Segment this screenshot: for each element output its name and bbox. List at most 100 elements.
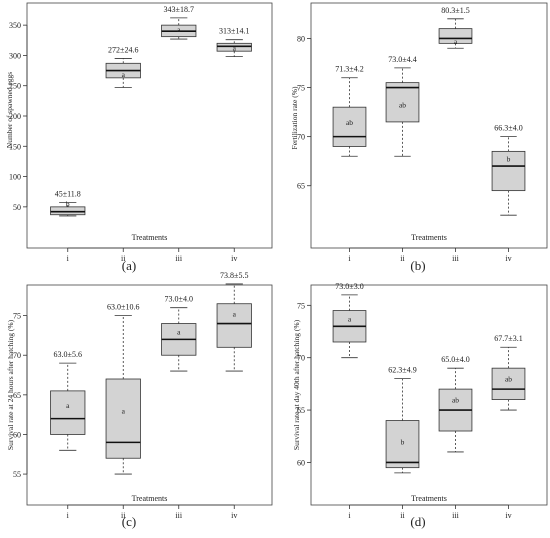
iqr-box [491, 367, 526, 400]
y-tick-label: 100 [9, 173, 21, 182]
x-tick-label: ii [121, 511, 126, 520]
box-treatment-iii: 343±18.7 a [161, 5, 197, 40]
y-tick-label: 150 [9, 142, 21, 151]
y-axis-title: Number of spawned eggs [5, 72, 14, 149]
y-tick-label: 55 [13, 470, 21, 479]
y-tick-label: 300 [9, 51, 21, 60]
y-tick-label: 75 [297, 301, 305, 310]
significance-group-label: a [454, 37, 458, 46]
iqr-box [216, 42, 252, 52]
x-tick-label: iii [452, 254, 459, 263]
iqr-box [216, 303, 252, 348]
significance-group-label: a [348, 314, 352, 323]
x-tick-label: i [67, 511, 70, 520]
iqr-box [50, 206, 86, 216]
y-tick-label: 75 [13, 312, 21, 321]
y-tick-label: 60 [13, 430, 21, 439]
mean-sd-label: 45±11.8 [55, 190, 81, 199]
significance-group-label: a [177, 327, 181, 336]
panel-label: (d) [410, 514, 425, 529]
y-tick-label: 350 [9, 21, 21, 30]
panel-label: (b) [410, 258, 425, 273]
y-tick-label: 65 [297, 182, 305, 191]
x-tick-label: iii [452, 511, 459, 520]
x-tick-label: i [348, 254, 351, 263]
panel-label: (a) [122, 258, 136, 273]
iqr-box [491, 150, 526, 192]
mean-sd-label: 66.3±4.0 [494, 124, 522, 133]
significance-group-label: ab [399, 101, 406, 110]
box-treatment-iv: 73.8±5.5 a [216, 271, 252, 372]
x-axis-title: Treatments [132, 494, 168, 503]
significance-group-label: a [177, 25, 181, 34]
box-treatment-ii: 63.0±10.6 a [105, 303, 141, 475]
box-treatment-iv: 66.3±4.0 b [491, 124, 526, 216]
x-tick-label: ii [400, 511, 405, 520]
mean-sd-label: 343±18.7 [164, 5, 194, 14]
mean-sd-label: 63.0±10.6 [107, 303, 139, 312]
y-tick-label: 75 [297, 84, 305, 93]
box-treatment-i: 63.0±5.6 a [50, 350, 86, 451]
mean-sd-label: 313±14.1 [219, 27, 249, 36]
box-treatment-iv: 67.7±3.1 ab [491, 334, 526, 411]
y-tick-label: 65 [297, 406, 305, 415]
mean-sd-label: 73.0±3.0 [335, 282, 363, 291]
box-treatment-iii: 73.0±4.0 a [161, 295, 197, 372]
y-axis-title: Survival rate at day 40th after hatching… [292, 319, 301, 450]
y-tick-label: 60 [297, 458, 305, 467]
significance-group-label: ab [346, 118, 353, 127]
y-tick-label: 70 [297, 354, 305, 363]
box-treatment-i: 73.0±3.0 a [332, 282, 367, 359]
significance-group-label: a [66, 401, 70, 410]
iqr-box [385, 420, 420, 469]
significance-group-label: a [233, 43, 237, 52]
x-tick-label: ii [121, 254, 126, 263]
mean-sd-label: 63.0±5.6 [54, 350, 82, 359]
panel-label: (c) [122, 514, 136, 529]
y-tick-label: 65 [13, 391, 21, 400]
box-treatment-iv: 313±14.1 a [216, 27, 252, 58]
box-treatment-i: 71.3±4.2 ab [332, 65, 367, 157]
significance-group-label: ab [505, 375, 512, 384]
significance-group-label: a [233, 310, 237, 319]
iqr-box [105, 378, 141, 459]
x-axis-title: Treatments [132, 233, 168, 242]
x-tick-label: i [348, 511, 351, 520]
significance-group-label: b [401, 437, 405, 446]
box-treatment-i: 45±11.8b [50, 190, 86, 217]
mean-sd-label: 67.7±3.1 [494, 334, 522, 343]
mean-sd-label: 62.3±4.9 [388, 366, 416, 375]
x-axis-title: Treatments [411, 233, 447, 242]
iqr-box [50, 390, 86, 435]
box-treatment-ii: 62.3±4.9 b [385, 366, 420, 474]
x-tick-label: i [67, 254, 70, 263]
mean-sd-label: 73.0±4.0 [165, 295, 193, 304]
y-tick-label: 200 [9, 112, 21, 121]
significance-group-label: a [122, 407, 126, 416]
x-tick-label: ii [400, 254, 405, 263]
x-tick-label: iv [231, 254, 237, 263]
y-tick-label: 250 [9, 82, 21, 91]
box-treatment-ii: 272±24.6 a [105, 45, 141, 88]
y-tick-label: 80 [297, 34, 305, 43]
y-axis-title: Survival rate at 24 hours after hatching… [6, 319, 15, 450]
x-tick-label: iv [231, 511, 237, 520]
y-tick-label: 50 [13, 203, 21, 212]
mean-sd-label: 80.3±1.5 [441, 6, 469, 15]
iqr-box [438, 28, 473, 44]
mean-sd-label: 73.0±4.4 [388, 55, 416, 64]
box-treatment-iii: 65.0±4.0 ab [438, 355, 473, 453]
iqr-box [332, 106, 367, 147]
y-axis-title: Fertilization rate (%) [290, 86, 299, 149]
mean-sd-label: 65.0±4.0 [441, 355, 469, 364]
y-tick-label: 70 [13, 351, 21, 360]
y-tick-label: 70 [297, 133, 305, 142]
x-tick-label: iii [175, 511, 182, 520]
box-treatment-ii: 73.0±4.4 ab [385, 55, 420, 157]
mean-sd-label: 73.8±5.5 [220, 271, 248, 280]
